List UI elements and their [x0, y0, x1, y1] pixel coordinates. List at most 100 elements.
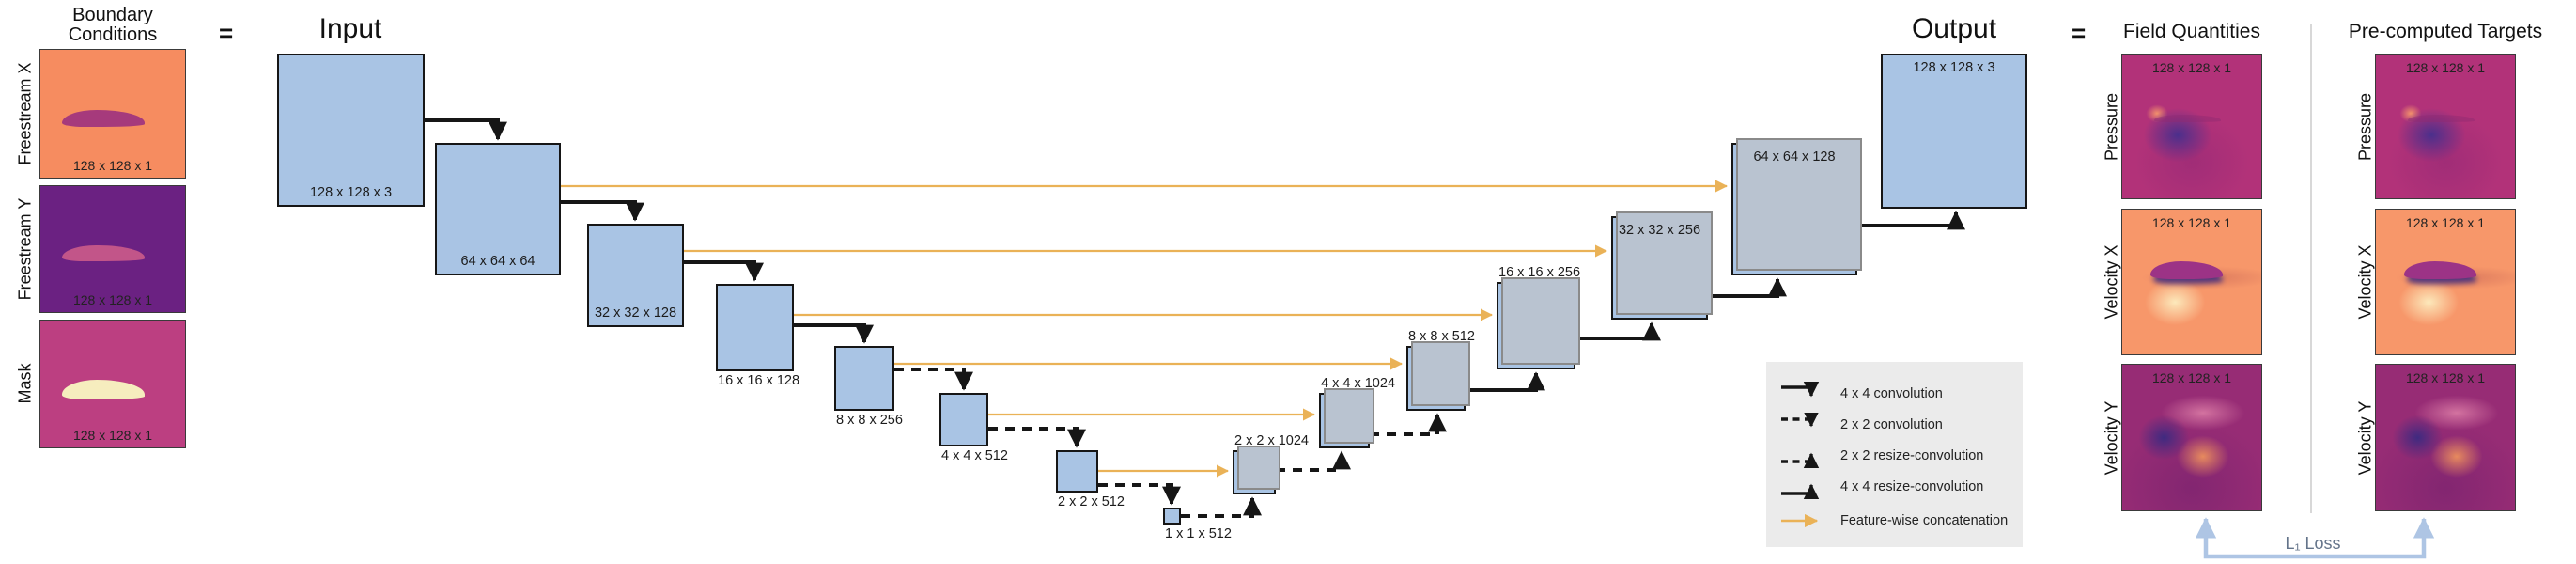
freestream-x-caption: 128 x 128 x 1	[72, 158, 153, 173]
unet-box-label: 128 x 128 x 3	[309, 185, 393, 200]
concatenation-legend-icon	[1781, 513, 1819, 527]
unet-box-label: 2 x 2 x 512	[1058, 494, 1125, 509]
unet-box-dec-64: 64 x 64 x 128	[1731, 143, 1857, 275]
airfoil-shape	[62, 380, 145, 400]
encoder-conv-arrows	[425, 118, 1181, 506]
l1-loss-label: L₁ Loss	[2285, 534, 2341, 553]
resize4x4-arrow-4	[1857, 211, 1965, 230]
unet-box-dec-2: 2 x 2 x 1024	[1233, 433, 1309, 494]
conv4x4-legend-icon	[1781, 381, 1820, 397]
resize4x4-legend-icon	[1781, 483, 1820, 499]
unet-box-label: 32 x 32 x 128	[594, 306, 677, 321]
unet-box-dec-32: 32 x 32 x 256	[1611, 216, 1708, 320]
unet-box-dec-4: 4 x 4 x 1024	[1319, 376, 1395, 448]
pt-pressure-caption: 128 x 128 x 1	[2405, 60, 2486, 75]
pt-pressure-image: 128 x 128 x 1	[2375, 54, 2516, 199]
unet-box-label: 16 x 16 x 256	[1498, 265, 1581, 280]
l1-loss-bracket	[2195, 517, 2435, 559]
legend-row: 4 x 4 convolution	[1779, 378, 2011, 409]
skip-connection-arrows	[561, 180, 1729, 478]
legend-row: 2 x 2 convolution	[1779, 409, 2011, 440]
conv4x4-arrow-3	[684, 260, 764, 282]
freestream-y-image: 128 x 128 x 1	[39, 185, 186, 313]
decoder-conv-arrows	[1181, 211, 1965, 518]
unet-box-bottleneck-1: 1 x 1 x 512	[1163, 508, 1232, 541]
pt-pressure-label: Pressure	[2355, 92, 2375, 162]
unet-box-input-128: 128 x 128 x 3	[277, 54, 425, 207]
pt-velocity-x-label: Velocity X	[2355, 244, 2375, 320]
legend-label: 2 x 2 convolution	[1840, 416, 1943, 432]
fq-velocity-x-caption: 128 x 128 x 1	[2151, 215, 2232, 230]
resize4x4-arrow-1	[1466, 371, 1545, 392]
conv4x4-arrow-4	[794, 323, 874, 344]
unet-box-label: 64 x 64 x 64	[460, 254, 535, 269]
airfoil-shape	[2408, 115, 2475, 122]
fq-pressure-caption: 128 x 128 x 1	[2151, 60, 2232, 75]
resize4x4-arrow-3	[1708, 277, 1787, 298]
mask-image: 128 x 128 x 1	[39, 320, 186, 448]
fq-pressure-label: Pressure	[2102, 92, 2121, 162]
airfoil-shape	[2403, 261, 2476, 279]
boundary-conditions-header-line1: Boundary	[72, 5, 153, 25]
legend-label: 4 x 4 convolution	[1840, 385, 1943, 401]
unet-box-enc-4: 4 x 4 x 512	[939, 393, 1008, 463]
unet-box-output-128: 128 x 128 x 3	[1881, 54, 2027, 209]
airfoil-shape	[62, 244, 145, 262]
equals-sign-right: =	[2072, 19, 2087, 47]
conv2x2-arrow-2	[988, 427, 1086, 448]
unet-box-enc-64: 64 x 64 x 64	[435, 143, 561, 275]
airfoil-shape	[2154, 115, 2222, 122]
freestream-x-image: 128 x 128 x 1	[39, 49, 186, 179]
pt-velocity-y-label: Velocity Y	[2355, 400, 2375, 476]
unet-box-dec-8: 8 x 8 x 512	[1406, 329, 1475, 411]
unet-box-label: 4 x 4 x 1024	[1321, 376, 1395, 391]
output-title: Output	[1911, 13, 1997, 44]
resize2x2-legend-icon	[1781, 452, 1820, 468]
resize2x2-arrow-3	[1370, 413, 1447, 436]
freestream-x-label: Freestream X	[15, 62, 35, 165]
unet-box-dec-16: 16 x 16 x 256	[1497, 265, 1580, 369]
unet-box-label: 32 x 32 x 256	[1618, 223, 1701, 238]
precomputed-targets-header: Pre-computed Targets	[2348, 21, 2543, 42]
legend-row: 2 x 2 resize-convolution	[1779, 440, 2011, 471]
fq-velocity-y-label: Velocity Y	[2102, 400, 2121, 476]
unet-box-enc-32: 32 x 32 x 128	[587, 224, 684, 327]
pt-velocity-y-caption: 128 x 128 x 1	[2405, 370, 2486, 385]
pt-velocity-x-caption: 128 x 128 x 1	[2405, 215, 2486, 230]
field-quantities-header: Field Quantities	[2123, 21, 2260, 42]
resize4x4-arrow-2	[1575, 321, 1661, 341]
unet-box-enc-16: 16 x 16 x 128	[716, 284, 799, 388]
fq-velocity-x-image: 128 x 128 x 1	[2121, 209, 2262, 355]
legend-row: Feature-wise concatenation	[1779, 505, 2011, 536]
freestream-y-caption: 128 x 128 x 1	[72, 292, 153, 307]
fq-velocity-y-caption: 128 x 128 x 1	[2151, 370, 2232, 385]
unet-box-label: 64 x 64 x 128	[1753, 149, 1836, 164]
boundary-conditions-header-line2: Conditions	[68, 24, 158, 45]
unet-box-enc-8: 8 x 8 x 256	[834, 346, 903, 428]
boundary-conditions-header: Boundary Conditions	[69, 6, 158, 45]
unet-box-label: 16 x 16 x 128	[718, 373, 800, 388]
freestream-y-label: Freestream Y	[15, 197, 35, 301]
unet-box-label: 8 x 8 x 256	[836, 413, 903, 428]
input-title: Input	[318, 13, 382, 44]
legend-label: Feature-wise concatenation	[1840, 512, 2009, 528]
legend-row: 4 x 4 resize-convolution	[1779, 471, 2011, 502]
legend-label: 4 x 4 resize-convolution	[1840, 478, 1984, 494]
mask-label: Mask	[15, 363, 35, 404]
airfoil-shape	[62, 109, 145, 127]
legend-label: 2 x 2 resize-convolution	[1840, 447, 1984, 463]
conv2x2-legend-icon	[1781, 412, 1820, 427]
conv2x2-arrow-3	[1098, 483, 1181, 506]
pt-velocity-x-image: 128 x 128 x 1	[2375, 209, 2516, 355]
conv2x2-arrow-1	[894, 368, 973, 391]
legend-box: 4 x 4 convolution 2 x 2 convolution 2 x …	[1766, 362, 2023, 547]
unet-box-enc-2: 2 x 2 x 512	[1056, 450, 1125, 509]
conv4x4-arrow-1	[425, 118, 507, 141]
airfoil-shape	[2149, 261, 2223, 279]
conv4x4-arrow-2	[561, 200, 644, 222]
unet-box-label: 128 x 128 x 3	[1913, 60, 1995, 75]
unet-box-label: 8 x 8 x 512	[1408, 329, 1475, 344]
pt-velocity-y-image: 128 x 128 x 1	[2375, 364, 2516, 511]
